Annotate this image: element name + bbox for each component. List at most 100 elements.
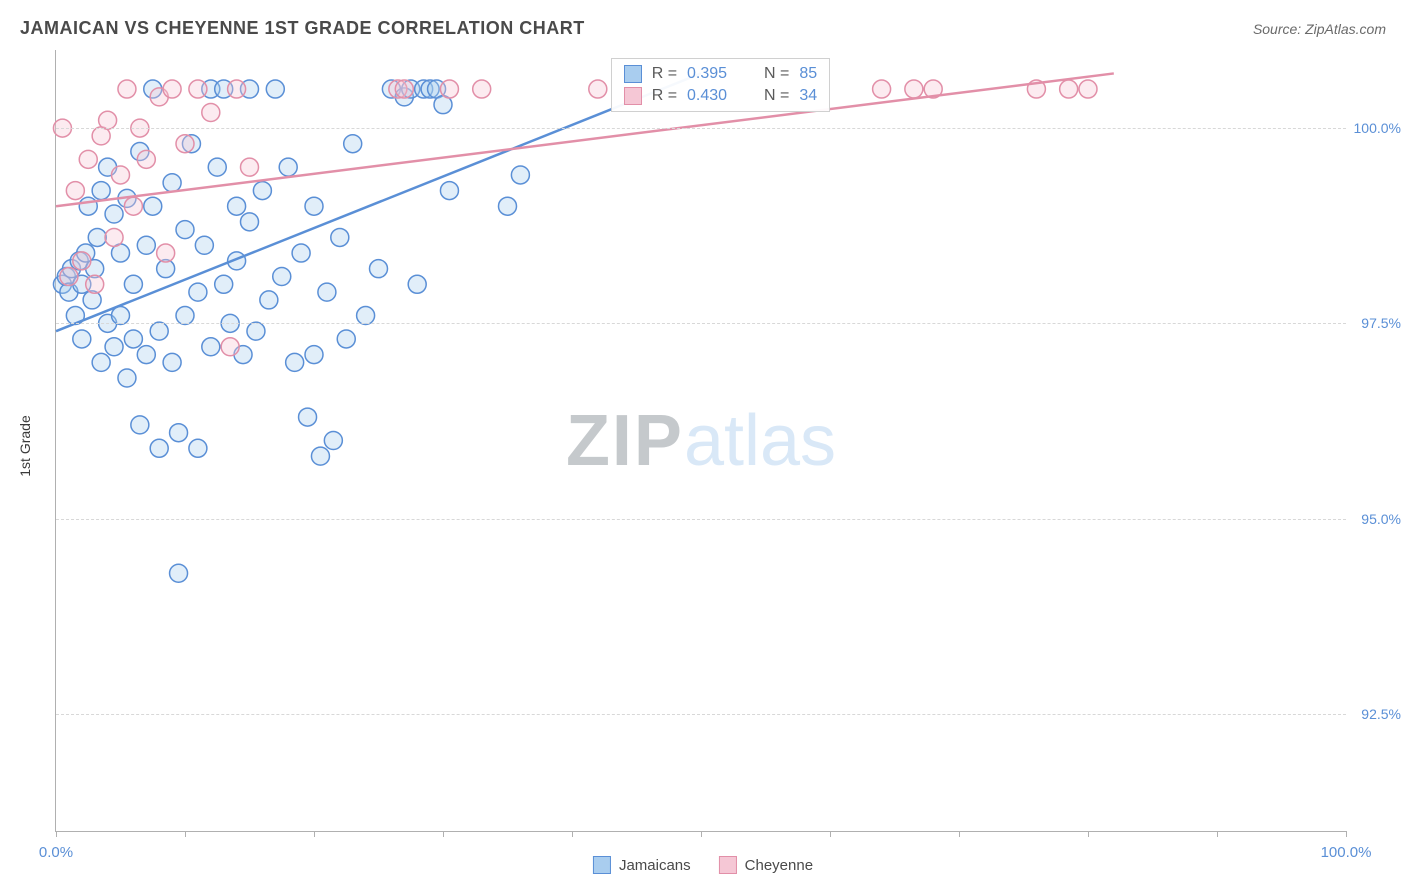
n-value: 85 bbox=[799, 65, 817, 83]
scatter-point bbox=[473, 80, 491, 98]
series-swatch bbox=[624, 87, 642, 105]
scatter-point bbox=[253, 182, 271, 200]
scatter-point bbox=[260, 291, 278, 309]
scatter-point bbox=[279, 158, 297, 176]
stats-row: R = 0.395 N = 85 bbox=[612, 63, 829, 85]
scatter-point bbox=[144, 197, 162, 215]
scatter-point bbox=[66, 182, 84, 200]
scatter-point bbox=[124, 275, 142, 293]
plot-area: ZIPatlas R =0.395N =85R =0.430N =34 92.5… bbox=[55, 50, 1346, 832]
y-tick-label: 97.5% bbox=[1351, 315, 1401, 331]
scatter-point bbox=[440, 182, 458, 200]
scatter-point bbox=[1060, 80, 1078, 98]
scatter-point bbox=[1079, 80, 1097, 98]
y-tick-label: 95.0% bbox=[1351, 511, 1401, 527]
scatter-point bbox=[311, 447, 329, 465]
scatter-point bbox=[124, 197, 142, 215]
x-tick bbox=[314, 831, 315, 837]
scatter-point bbox=[344, 135, 362, 153]
scatter-point bbox=[92, 353, 110, 371]
r-label: R = bbox=[652, 65, 677, 83]
legend-swatch bbox=[719, 856, 737, 874]
scatter-point bbox=[92, 182, 110, 200]
scatter-point bbox=[189, 80, 207, 98]
scatter-point bbox=[105, 228, 123, 246]
scatter-point bbox=[241, 213, 259, 231]
scatter-point bbox=[318, 283, 336, 301]
scatter-point bbox=[163, 174, 181, 192]
scatter-point bbox=[499, 197, 517, 215]
scatter-point bbox=[305, 346, 323, 364]
scatter-point bbox=[86, 275, 104, 293]
scatter-point bbox=[202, 103, 220, 121]
scatter-point bbox=[137, 236, 155, 254]
scatter-point bbox=[163, 80, 181, 98]
chart-title: JAMAICAN VS CHEYENNE 1ST GRADE CORRELATI… bbox=[20, 18, 585, 39]
scatter-point bbox=[105, 338, 123, 356]
legend-label: Cheyenne bbox=[745, 857, 813, 874]
r-value: 0.430 bbox=[687, 87, 742, 105]
scatter-point bbox=[357, 307, 375, 325]
scatter-point bbox=[137, 150, 155, 168]
gridline-h bbox=[56, 519, 1346, 520]
scatter-point bbox=[408, 275, 426, 293]
scatter-point bbox=[292, 244, 310, 262]
n-label: N = bbox=[764, 87, 789, 105]
scatter-point bbox=[273, 267, 291, 285]
x-tick-label: 100.0% bbox=[1321, 844, 1372, 861]
scatter-point bbox=[105, 205, 123, 223]
scatter-point bbox=[88, 228, 106, 246]
scatter-point bbox=[247, 322, 265, 340]
scatter-point bbox=[905, 80, 923, 98]
scatter-point bbox=[189, 283, 207, 301]
scatter-point bbox=[511, 166, 529, 184]
scatter-point bbox=[60, 267, 78, 285]
scatter-point bbox=[215, 275, 233, 293]
scatter-point bbox=[370, 260, 388, 278]
scatter-point bbox=[170, 424, 188, 442]
scatter-point bbox=[131, 416, 149, 434]
legend-swatch bbox=[593, 856, 611, 874]
x-tick bbox=[443, 831, 444, 837]
scatter-point bbox=[150, 322, 168, 340]
r-value: 0.395 bbox=[687, 65, 742, 83]
x-tick bbox=[185, 831, 186, 837]
scatter-point bbox=[286, 353, 304, 371]
scatter-point bbox=[112, 166, 130, 184]
scatter-point bbox=[873, 80, 891, 98]
scatter-point bbox=[176, 135, 194, 153]
scatter-point bbox=[73, 252, 91, 270]
gridline-h bbox=[56, 323, 1346, 324]
x-tick bbox=[56, 831, 57, 837]
scatter-point bbox=[137, 346, 155, 364]
y-tick-label: 92.5% bbox=[1351, 706, 1401, 722]
correlation-stats-box: R = 0.395 N = 85 R = 0.430 N = 34 bbox=[611, 58, 830, 112]
scatter-point bbox=[299, 408, 317, 426]
x-tick bbox=[1346, 831, 1347, 837]
scatter-point bbox=[228, 80, 246, 98]
scatter-point bbox=[221, 338, 239, 356]
x-tick bbox=[830, 831, 831, 837]
scatter-point bbox=[228, 197, 246, 215]
scatter-point bbox=[176, 221, 194, 239]
scatter-point bbox=[241, 158, 259, 176]
scatter-point bbox=[195, 236, 213, 254]
y-tick-label: 100.0% bbox=[1351, 120, 1401, 136]
scatter-point bbox=[331, 228, 349, 246]
series-swatch bbox=[624, 65, 642, 83]
legend-bottom: JamaicansCheyenne bbox=[593, 856, 813, 874]
r-label: R = bbox=[652, 87, 677, 105]
scatter-point bbox=[189, 439, 207, 457]
scatter-point bbox=[157, 244, 175, 262]
chart-source: Source: ZipAtlas.com bbox=[1253, 21, 1386, 37]
x-tick bbox=[1217, 831, 1218, 837]
scatter-point bbox=[163, 353, 181, 371]
scatter-point bbox=[202, 338, 220, 356]
x-tick bbox=[1088, 831, 1089, 837]
n-value: 34 bbox=[799, 87, 817, 105]
chart-header: JAMAICAN VS CHEYENNE 1ST GRADE CORRELATI… bbox=[20, 18, 1386, 39]
n-label: N = bbox=[764, 65, 789, 83]
scatter-point bbox=[124, 330, 142, 348]
scatter-point bbox=[79, 197, 97, 215]
scatter-point bbox=[395, 80, 413, 98]
